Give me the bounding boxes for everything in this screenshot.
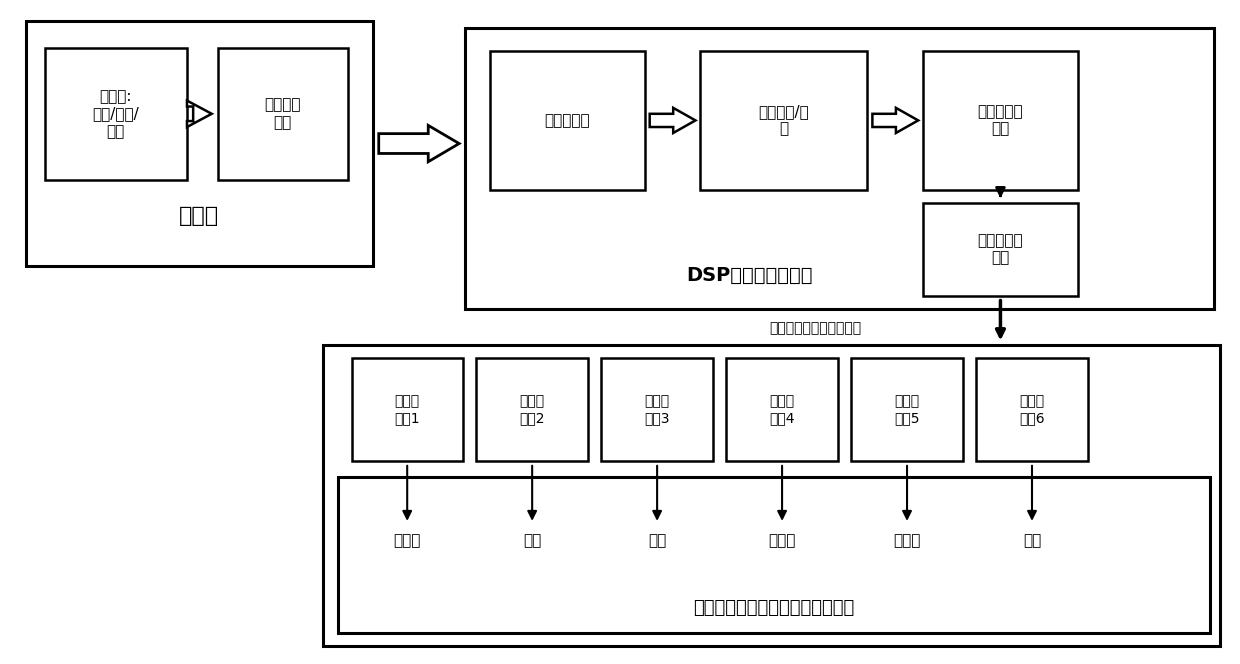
FancyBboxPatch shape	[852, 359, 962, 461]
Polygon shape	[650, 108, 696, 133]
FancyBboxPatch shape	[976, 359, 1087, 461]
FancyBboxPatch shape	[324, 345, 1220, 646]
FancyBboxPatch shape	[923, 203, 1078, 295]
FancyBboxPatch shape	[727, 359, 838, 461]
Text: 电刺激波形
生成: 电刺激波形 生成	[977, 233, 1023, 266]
FancyBboxPatch shape	[701, 51, 868, 190]
Text: 痛觉: 痛觉	[1023, 533, 1042, 548]
Text: 电刺激
模块3: 电刺激 模块3	[645, 394, 670, 425]
Text: 食指: 食指	[523, 533, 542, 548]
Text: 小拇指: 小拇指	[893, 533, 921, 548]
Text: 电刺激
模块1: 电刺激 模块1	[394, 394, 420, 425]
Text: 中指: 中指	[649, 533, 666, 548]
FancyBboxPatch shape	[490, 51, 645, 190]
Polygon shape	[873, 108, 918, 133]
Text: 无名指: 无名指	[769, 533, 796, 548]
FancyBboxPatch shape	[601, 359, 713, 461]
FancyBboxPatch shape	[476, 359, 588, 461]
FancyBboxPatch shape	[465, 28, 1214, 309]
Text: 电刺激
模块2: 电刺激 模块2	[520, 394, 544, 425]
Text: 电刺激
模块4: 电刺激 模块4	[769, 394, 795, 425]
FancyBboxPatch shape	[26, 21, 372, 266]
FancyBboxPatch shape	[218, 48, 347, 180]
Polygon shape	[378, 125, 459, 162]
Text: 模数转换器: 模数转换器	[544, 113, 590, 128]
Text: 感测器:
压力/温度/
湿度: 感测器: 压力/温度/ 湿度	[93, 89, 139, 139]
Text: 电刺激
模块5: 电刺激 模块5	[894, 394, 920, 425]
Polygon shape	[187, 100, 212, 127]
Text: 电刺激
模块6: 电刺激 模块6	[1019, 394, 1045, 425]
FancyBboxPatch shape	[923, 51, 1078, 190]
Text: DSP数字信号处理器: DSP数字信号处理器	[687, 266, 813, 286]
FancyBboxPatch shape	[45, 48, 187, 180]
Text: 截肢者残肢末端所建立的诱指感区: 截肢者残肢末端所建立的诱指感区	[693, 599, 854, 617]
Text: 分析处理/编
码: 分析处理/编 码	[759, 104, 810, 137]
Text: 串口传输控制电刺激模块: 串口传输控制电刺激模块	[769, 321, 862, 336]
FancyBboxPatch shape	[339, 477, 1210, 633]
Text: 假肢手: 假肢手	[180, 207, 219, 226]
Text: 大拇指: 大拇指	[393, 533, 420, 548]
FancyBboxPatch shape	[351, 359, 463, 461]
Text: 电刺激波形
生成: 电刺激波形 生成	[977, 104, 1023, 137]
Text: 信号前置
处理: 信号前置 处理	[264, 98, 301, 130]
